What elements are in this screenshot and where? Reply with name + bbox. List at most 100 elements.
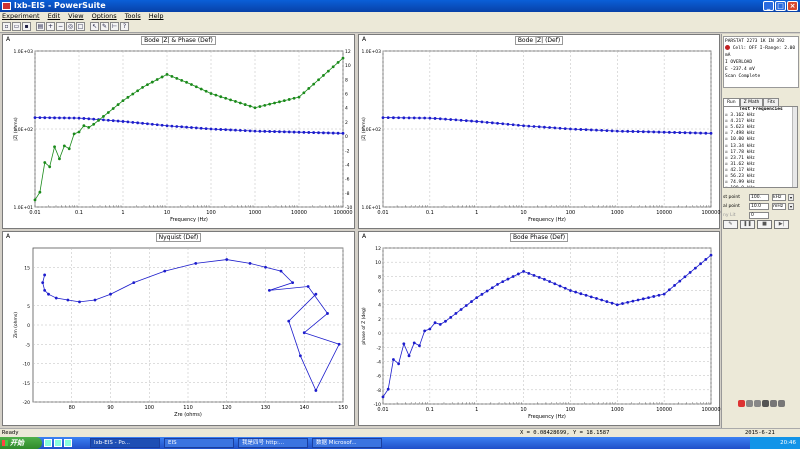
data-point	[307, 87, 311, 90]
end-unit-select[interactable]: mHz	[772, 203, 786, 210]
data-point	[496, 121, 499, 125]
nyquist-panel[interactable]: A Nyquist (Def) 80 90 100 110 120 130 140 150 15…	[2, 231, 355, 426]
toolbar: ▫ ▭ ▪ ▤ + − ◎ □ ↖ ✎ ⊢ ?	[0, 21, 800, 33]
data-point	[150, 80, 154, 84]
frequency-list-item[interactable]: ☒ 74.99 kHz	[725, 180, 755, 186]
menu-tools[interactable]: Tools	[124, 12, 141, 20]
data-point	[33, 116, 37, 120]
data-point	[312, 82, 316, 86]
frequency-list-item[interactable]: ☒ 13.34 kHz	[725, 143, 755, 149]
browser-icon[interactable]	[54, 439, 62, 447]
bode-phase-panel[interactable]: A Bode Phase (Def) 0.01 0.1 1 10 100 1000 1000…	[358, 231, 721, 426]
menu-edit[interactable]: Edit	[47, 12, 61, 20]
help-icon[interactable]: ?	[120, 22, 129, 31]
keyboard-icon[interactable]	[762, 400, 769, 407]
data-point	[683, 275, 687, 279]
data-point	[258, 105, 262, 108]
panel-title[interactable]: Nyquist (Def)	[155, 233, 202, 242]
cursor-icon[interactable]: ↖	[90, 22, 99, 31]
s-icon[interactable]	[738, 400, 745, 407]
taskbar: 开始 lxb-EIS - Po... EIS 我是四号 http:... 数据 …	[0, 437, 800, 449]
data-point	[475, 296, 479, 300]
frequency-list-item[interactable]: ☒ 3.162 kHz	[725, 113, 755, 119]
user-icon[interactable]	[770, 400, 777, 407]
data-point	[224, 128, 228, 132]
pause-button[interactable]: ❚❚	[740, 220, 755, 229]
y-tick-label: -10	[23, 362, 30, 368]
menu-options[interactable]: Options	[91, 12, 117, 20]
maximize-button[interactable]: □	[775, 1, 786, 11]
panel-title[interactable]: Bode |Z| & Phase (Def)	[141, 36, 216, 45]
frequency-list-item[interactable]: ☒ 7.498 kHz	[725, 131, 755, 137]
menu-view[interactable]: View	[68, 12, 84, 20]
frequency-list-item[interactable]: ☒ 42.17 kHz	[725, 167, 755, 173]
data-point	[131, 92, 135, 96]
panel-title[interactable]: Bode Phase (Def)	[509, 233, 569, 242]
zoom-out-icon[interactable]: −	[56, 22, 65, 31]
stop-button[interactable]: ■	[757, 220, 772, 229]
list-scrollbar[interactable]	[792, 107, 797, 187]
data-point	[402, 342, 406, 346]
y2-tick-label: 4	[345, 106, 348, 112]
y2-tick-label: -8	[345, 191, 350, 197]
data-point	[204, 89, 208, 93]
data-point	[282, 130, 286, 134]
minimize-button[interactable]: _	[763, 1, 774, 11]
edit-pen-button[interactable]: ✎	[723, 220, 738, 229]
save-icon[interactable]: ▪	[22, 22, 31, 31]
bode-z-panel[interactable]: A Bode |Z| (Def) 0.01 0.1 1 10 100 1000 10000 1…	[358, 34, 721, 229]
start-point-input[interactable]: 100.	[749, 194, 769, 201]
frequency-list-item[interactable]: ☒ 56.23 kHz	[725, 174, 755, 180]
task-browser[interactable]: 我是四号 http:...	[238, 438, 308, 448]
close-button[interactable]: ×	[787, 1, 798, 11]
moon-icon[interactable]	[746, 400, 753, 407]
data-point	[501, 280, 505, 284]
panel-title[interactable]: Bode |Z| (Def)	[514, 36, 564, 45]
show-desktop-icon[interactable]	[44, 439, 52, 447]
y-tick-label: 6	[378, 289, 381, 295]
media-icon[interactable]	[64, 439, 72, 447]
data-point	[678, 131, 682, 134]
dot-icon[interactable]	[754, 400, 761, 407]
y2-tick-label: -6	[345, 177, 350, 183]
end-unit-dropdown-icon[interactable]: ▾	[788, 203, 794, 210]
end-point-input[interactable]: 10.0	[749, 203, 769, 210]
start-unit-dropdown-icon[interactable]: ▾	[788, 194, 794, 201]
test-frequencies-list[interactable]: Test Frequencies ☒ 3.162 kHz ☒ 4.217 kHz ☒…	[723, 106, 798, 188]
menu-help[interactable]: Help	[148, 12, 164, 20]
shirt-icon[interactable]	[778, 400, 785, 407]
x-tick-label: 0.1	[426, 407, 434, 413]
task-word[interactable]: 数据 Microsof...	[312, 438, 382, 448]
menu-experiment[interactable]: Experiment	[2, 12, 40, 20]
start-unit-select[interactable]: kHz	[772, 194, 786, 201]
ruler-icon[interactable]: ⊢	[110, 22, 119, 31]
open-icon[interactable]: ▭	[12, 22, 21, 31]
frequency-list-item[interactable]: ☒ 100.0 kHz	[725, 186, 797, 187]
zoom-in-icon[interactable]: +	[46, 22, 55, 31]
task-eis-folder[interactable]: EIS	[164, 438, 234, 448]
data-point	[704, 131, 708, 135]
x-tick-label: 0.01	[377, 407, 388, 413]
frequency-list-item[interactable]: ☒ 10.00 kHz	[725, 137, 755, 143]
frequency-list-item[interactable]: ☒ 31.62 kHz	[725, 161, 755, 167]
quick-launch	[44, 439, 72, 447]
data-point	[43, 161, 47, 164]
data-point	[106, 118, 110, 122]
new-icon[interactable]: ▫	[2, 22, 11, 31]
zoom-box-icon[interactable]: □	[76, 22, 85, 31]
start-button[interactable]: 开始	[0, 437, 42, 449]
skip-button[interactable]: ▶|	[774, 220, 789, 229]
frequency-list-item[interactable]: ☒ 5.623 kHz	[725, 125, 755, 131]
title-bar[interactable]: lxb-EIS - PowerSuite _ □ ×	[0, 0, 800, 12]
frequency-list-item[interactable]: ☒ 23.71 kHz	[725, 155, 755, 161]
data-point	[480, 292, 484, 296]
print-icon[interactable]: ▤	[36, 22, 45, 31]
frequency-list-item[interactable]: ☒ 4.217 kHz	[725, 119, 755, 125]
bode-z-phase-panel[interactable]: A Bode |Z| & Phase (Def) 0.01 0.1 1 10 100 10…	[2, 34, 356, 229]
zoom-fit-icon[interactable]: ◎	[66, 22, 75, 31]
pen-icon[interactable]: ✎	[100, 22, 109, 31]
third-input[interactable]: 0	[749, 212, 769, 219]
task-powersuite[interactable]: lxb-EIS - Po...	[90, 438, 160, 448]
frequency-list-item[interactable]: ☒ 17.78 kHz	[725, 149, 755, 155]
x-tick-label: 80	[69, 405, 75, 411]
